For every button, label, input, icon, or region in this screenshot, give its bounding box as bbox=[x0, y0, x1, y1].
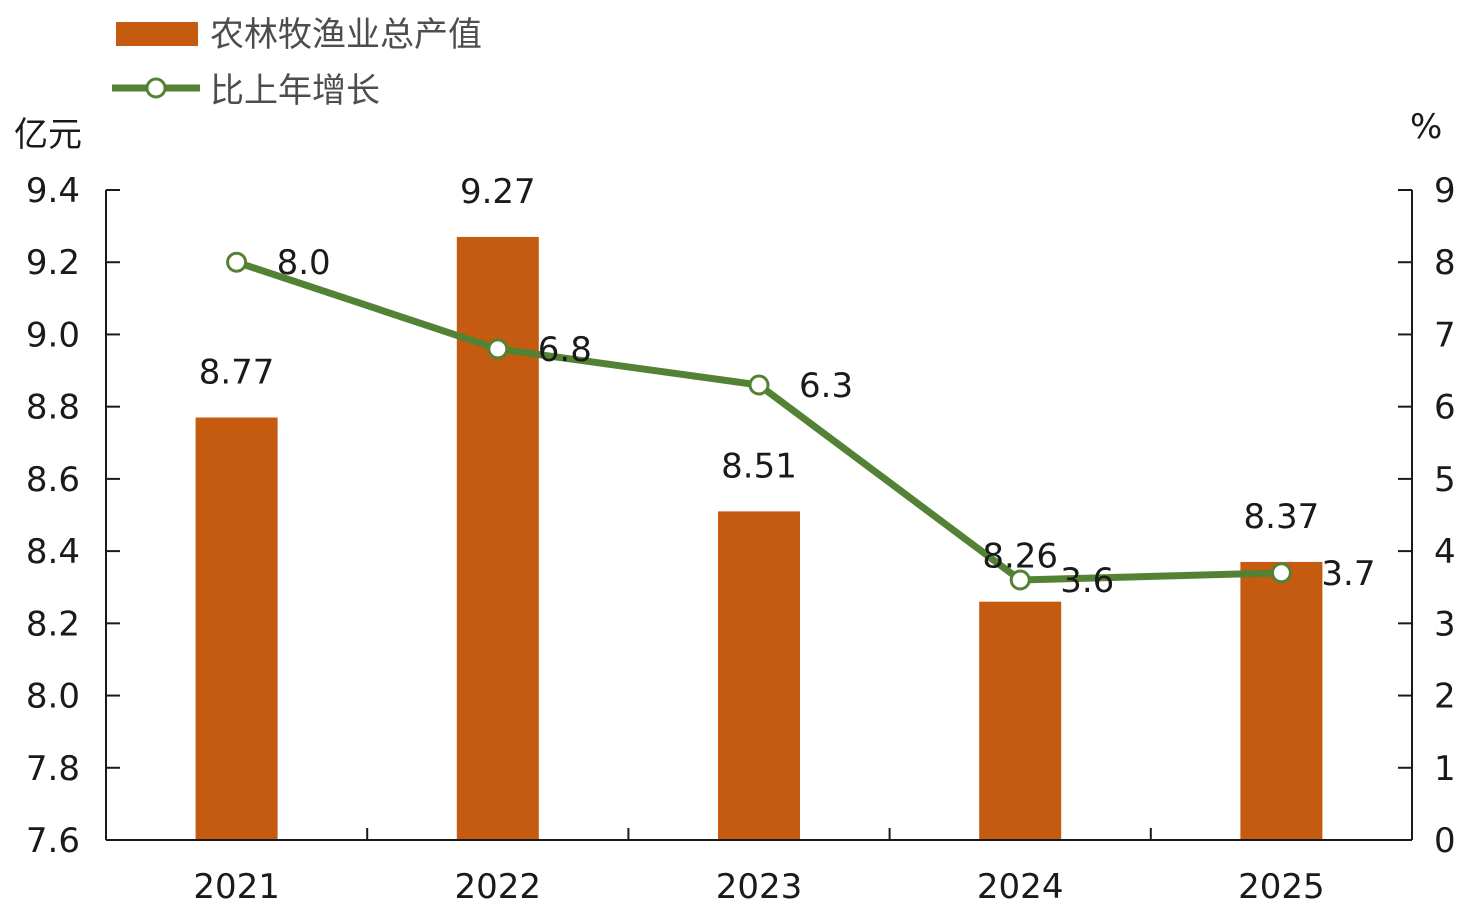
left-tick-label: 7.8 bbox=[26, 749, 80, 789]
bar-value-label: 8.51 bbox=[721, 446, 797, 486]
x-tick-label: 2025 bbox=[1238, 867, 1325, 907]
growth-point-2025 bbox=[1270, 562, 1292, 584]
left-tick-label: 8.0 bbox=[26, 677, 80, 717]
right-tick-label: 7 bbox=[1434, 315, 1456, 355]
bars bbox=[195, 236, 1323, 840]
growth-value-label: 3.6 bbox=[1060, 561, 1114, 601]
right-tick-label: 1 bbox=[1434, 749, 1456, 789]
right-tick-label: 0 bbox=[1434, 821, 1456, 861]
growth-point-2024 bbox=[1009, 569, 1031, 591]
right-tick-label: 2 bbox=[1434, 677, 1456, 717]
left-tick-label: 9.4 bbox=[26, 171, 80, 211]
growth-value-label: 8.0 bbox=[277, 243, 331, 283]
growth-value-label: 6.8 bbox=[538, 330, 592, 370]
bar-2022 bbox=[456, 236, 539, 840]
x-tick-label: 2021 bbox=[193, 867, 280, 907]
left-tick-label: 7.6 bbox=[26, 821, 80, 861]
bar-2021 bbox=[195, 417, 278, 840]
bar-2024 bbox=[979, 601, 1062, 840]
legend-line-label: 比上年增长 bbox=[210, 71, 380, 111]
right-tick-label: 9 bbox=[1434, 171, 1456, 211]
right-tick-label: 5 bbox=[1434, 460, 1456, 500]
growth-point-2021 bbox=[226, 251, 248, 273]
x-tick-label: 2024 bbox=[977, 867, 1064, 907]
legend-line-marker bbox=[145, 77, 167, 99]
right-tick-label: 6 bbox=[1434, 388, 1456, 428]
legend-bar-label: 农林牧渔业总产值 bbox=[210, 15, 482, 55]
x-tick-label: 2022 bbox=[455, 867, 542, 907]
axes: 7.6 7.8 8.0 8.2 8.4 8.6 8.8 9.0 9.2 9.4 0 1 2 3 4 5 6 7 8 9… bbox=[26, 171, 1456, 907]
left-tick-label: 8.6 bbox=[26, 460, 80, 500]
bar-value-label: 8.26 bbox=[982, 537, 1058, 577]
data-labels: 8.77 9.27 8.51 8.26 8.37 8.0 6.8 6.3 3.6 3.7 bbox=[199, 172, 1376, 601]
legend: 农林牧渔业总产值 比上年增长 bbox=[112, 15, 482, 111]
growth-value-label: 3.7 bbox=[1321, 554, 1375, 594]
left-tick-label: 8.4 bbox=[26, 532, 80, 572]
left-tick-label: 9.0 bbox=[26, 315, 80, 355]
right-tick-label: 3 bbox=[1434, 604, 1456, 644]
bar-2025 bbox=[1240, 561, 1323, 840]
growth-value-label: 6.3 bbox=[799, 366, 853, 406]
growth-point-2023 bbox=[748, 374, 770, 396]
bar-value-label: 9.27 bbox=[460, 172, 536, 212]
bar-value-label: 8.77 bbox=[199, 353, 275, 393]
bar-value-label: 8.37 bbox=[1244, 497, 1320, 537]
left-tick-label: 9.2 bbox=[26, 243, 80, 283]
growth-line bbox=[226, 251, 1292, 591]
right-tick-label: 8 bbox=[1434, 243, 1456, 283]
bar-2023 bbox=[718, 511, 800, 840]
left-tick-label: 8.2 bbox=[26, 604, 80, 644]
legend-bar-swatch bbox=[116, 22, 198, 46]
growth-point-2022 bbox=[487, 338, 509, 360]
right-axis-unit: % bbox=[1410, 107, 1442, 147]
left-axis-unit: 亿元 bbox=[14, 115, 82, 155]
left-tick-label: 8.8 bbox=[26, 388, 80, 428]
right-tick-label: 4 bbox=[1434, 532, 1456, 572]
x-tick-label: 2023 bbox=[716, 867, 803, 907]
